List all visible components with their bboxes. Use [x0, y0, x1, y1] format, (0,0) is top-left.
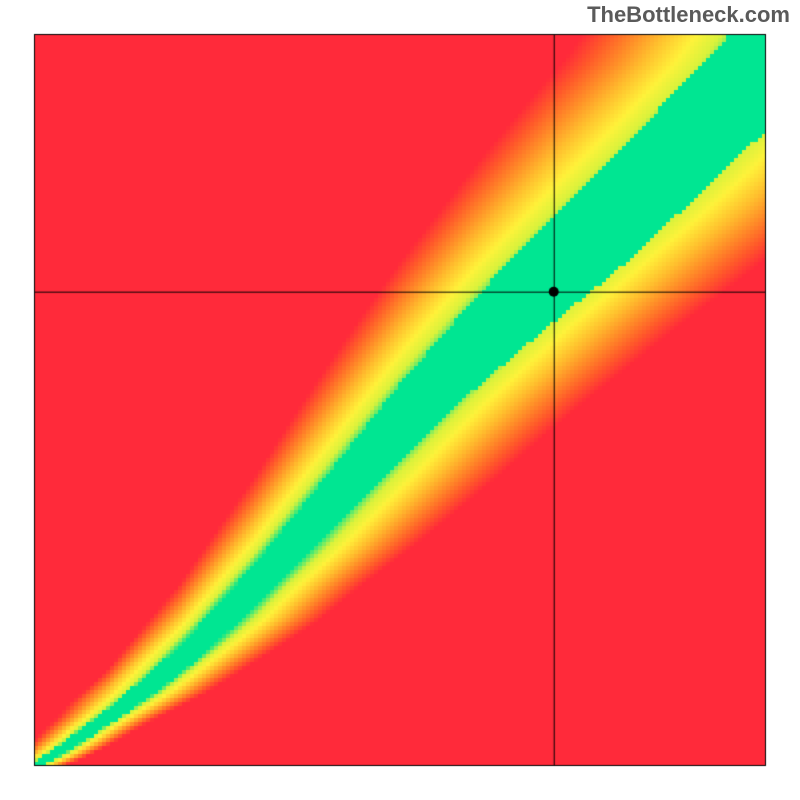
- chart-container: TheBottleneck.com: [0, 0, 800, 800]
- bottleneck-heatmap: [0, 0, 800, 800]
- watermark-text: TheBottleneck.com: [587, 2, 790, 28]
